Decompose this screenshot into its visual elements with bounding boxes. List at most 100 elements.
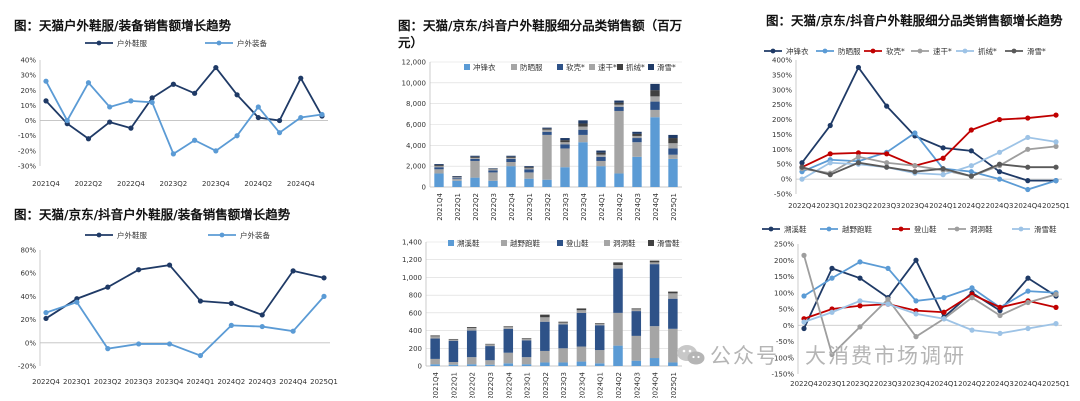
data-point — [997, 304, 1003, 310]
bar-segment — [614, 106, 624, 111]
bar-segment — [540, 350, 550, 363]
y-tick-label: 200% — [772, 116, 792, 124]
data-point — [259, 312, 265, 318]
bar-segment — [668, 138, 678, 144]
bar-segment — [578, 134, 588, 143]
bar-segment — [596, 154, 606, 157]
x-tick-label: 2024Q2 — [615, 372, 623, 398]
bar-segment — [558, 322, 568, 325]
bar-segment — [596, 150, 606, 153]
bar-segment — [542, 129, 552, 132]
data-point — [799, 160, 805, 166]
bar-segment — [503, 363, 514, 366]
bar-segment — [632, 131, 642, 134]
y-tick-label: 40% — [20, 293, 36, 301]
bar-segment — [596, 166, 606, 187]
y-tick-label: 400 — [409, 327, 422, 335]
data-point — [128, 98, 134, 104]
bar-segment — [521, 357, 532, 365]
legend-label: 滑雪鞋 — [1034, 224, 1057, 234]
bar-segment — [650, 83, 660, 91]
data-point — [884, 151, 890, 157]
data-point — [855, 160, 862, 166]
data-point — [1053, 321, 1059, 327]
bar-segment — [631, 360, 642, 366]
series-line — [803, 299, 1057, 335]
data-point — [105, 284, 111, 290]
data-point — [969, 327, 975, 333]
y-tick-label: 0% — [783, 322, 794, 330]
bar-segment — [503, 326, 514, 329]
bar-segment — [503, 352, 514, 364]
bar-segment — [470, 156, 480, 158]
x-tick-label: 2024Q1 — [598, 193, 606, 221]
bar-segment — [614, 100, 624, 103]
bar-segment — [485, 364, 495, 366]
bar-segment — [649, 260, 660, 263]
bar-segment — [434, 173, 444, 187]
bar-segment — [649, 264, 660, 327]
data-point — [1025, 164, 1031, 170]
bar-segment — [558, 324, 568, 349]
data-point — [997, 330, 1003, 336]
data-point — [941, 309, 947, 315]
legend-marker — [917, 48, 923, 54]
x-tick-label: 2022Q4 — [32, 378, 60, 386]
data-point — [228, 322, 234, 328]
x-tick-label: 2023Q2 — [845, 202, 873, 210]
data-point — [1025, 178, 1031, 184]
legend-label: 滑雪鞋 — [657, 238, 680, 248]
data-point — [884, 160, 890, 166]
bar-segment — [524, 167, 534, 169]
legend-swatch — [589, 64, 595, 70]
legend-marker — [826, 226, 832, 232]
bar-segment — [613, 312, 623, 346]
y-tick-label: 300% — [772, 86, 792, 94]
data-point — [1053, 291, 1059, 297]
legend-label: 越野跑鞋 — [842, 224, 872, 234]
bar-segment — [560, 142, 570, 145]
data-point — [857, 275, 863, 281]
bar-segment — [521, 340, 532, 358]
x-tick-label: 2023Q3 — [873, 202, 901, 210]
bar-segment — [560, 140, 570, 143]
x-tick-label: 2023Q3 — [562, 193, 570, 221]
bar-segment — [540, 317, 550, 322]
legend-swatch — [557, 64, 563, 70]
data-point — [276, 130, 283, 136]
bar-segment — [452, 178, 462, 181]
data-point — [1025, 325, 1031, 332]
data-point — [1025, 186, 1031, 193]
bar-segment — [503, 328, 514, 353]
legend-marker — [1018, 226, 1024, 232]
series-line — [45, 66, 323, 140]
bar-segment — [594, 363, 605, 366]
y-tick-label: -30% — [18, 163, 36, 171]
x-tick-label: 2023Q4 — [156, 378, 184, 386]
data-point — [829, 351, 835, 358]
legend-label: 户外装备 — [240, 230, 270, 240]
data-point — [64, 117, 70, 124]
chart-footwear-subcategory-growth: -150% -100% -50% 0% 50% 100% 150% 200% 250% 2022Q… — [762, 224, 1070, 388]
bar-segment — [540, 321, 550, 351]
legend-marker — [219, 232, 225, 238]
bar-segment — [613, 345, 623, 366]
x-tick-label: 2024Q1 — [597, 372, 605, 398]
legend-label: 抓绒* — [978, 46, 997, 56]
data-point — [298, 114, 304, 121]
data-point — [290, 328, 296, 334]
y-tick-label: 150% — [772, 131, 792, 139]
y-tick-label: 0 — [418, 363, 422, 371]
bar-segment — [632, 135, 642, 139]
data-point — [912, 169, 918, 175]
data-point — [997, 312, 1003, 319]
data-point — [912, 163, 918, 169]
bar-segment — [542, 131, 552, 135]
data-point — [827, 151, 833, 157]
bar-segment — [540, 314, 550, 318]
y-tick-label: 4,000 — [406, 142, 426, 150]
legend-swatch — [448, 240, 454, 246]
bar-segment — [448, 364, 459, 366]
data-point — [321, 293, 327, 299]
x-tick-label: 2022Q4 — [790, 380, 818, 388]
